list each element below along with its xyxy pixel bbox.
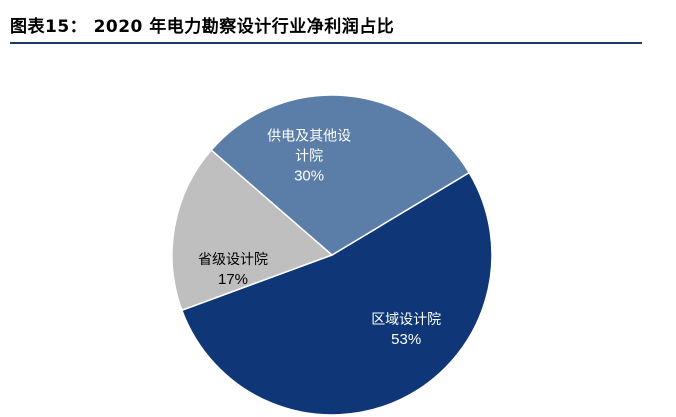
slice-percent-label: 30% xyxy=(294,168,324,185)
chart-header: 图表15： 2020 年电力勘察设计行业净利润占比 xyxy=(10,12,642,44)
pie-slice xyxy=(180,171,493,416)
slice-percent-label: 53% xyxy=(391,331,421,348)
chart-title: 图表15： 2020 年电力勘察设计行业净利润占比 xyxy=(10,17,395,37)
slice-category-label: 计院 xyxy=(295,149,323,165)
slice-percent-label: 17% xyxy=(218,271,248,288)
pie-slice xyxy=(210,94,471,256)
slice-category-label: 区域设计院 xyxy=(371,312,441,328)
slice-category-label: 供电及其他设 xyxy=(267,129,351,145)
slice-category-label: 省级设计院 xyxy=(198,252,268,268)
pie-slices xyxy=(171,94,493,416)
pie-slice xyxy=(171,148,334,312)
